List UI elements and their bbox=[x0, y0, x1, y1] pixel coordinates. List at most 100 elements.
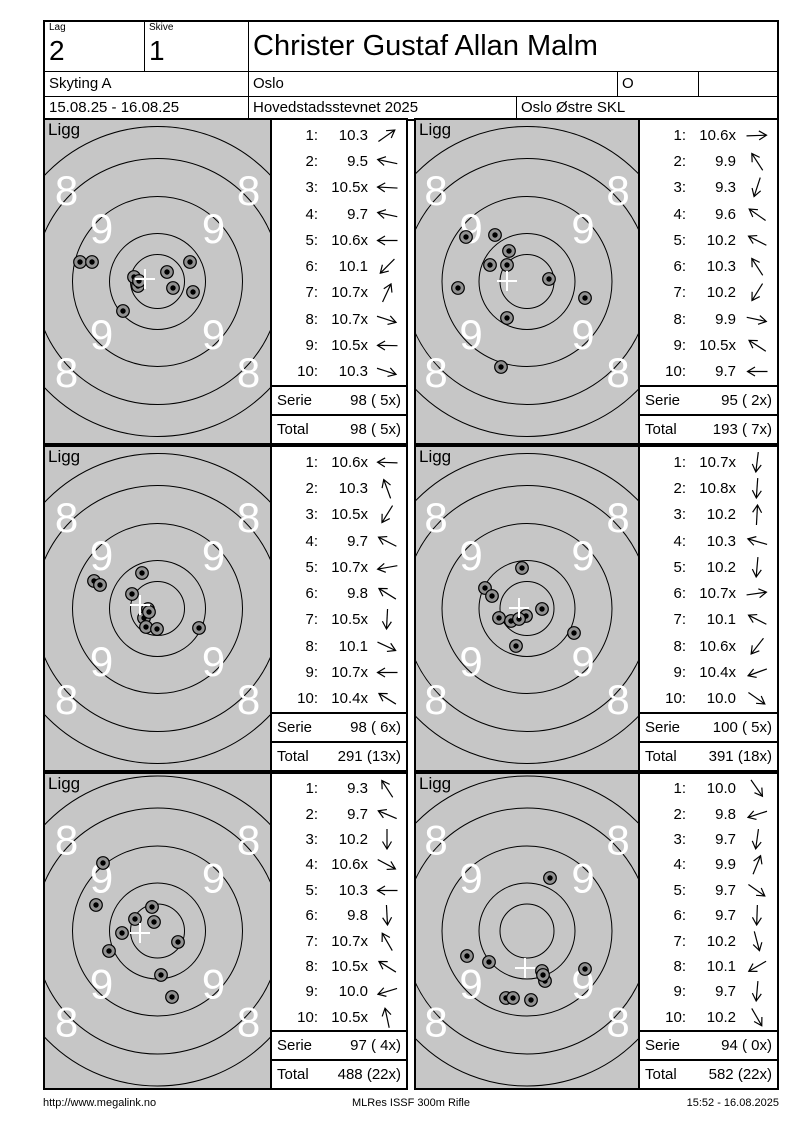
shot-arrow-cell bbox=[368, 639, 406, 654]
shot-number: 8: bbox=[305, 637, 318, 655]
shot-arrow-cell bbox=[736, 504, 777, 526]
shot-direction-arrow bbox=[751, 905, 762, 927]
shot-number: 3: bbox=[305, 179, 318, 197]
shot-row: 4: 10.3 bbox=[640, 528, 777, 554]
shot-direction-arrow bbox=[381, 505, 394, 524]
total-row: Total 98 ( 5x) bbox=[272, 414, 406, 443]
shot-direction-arrow bbox=[377, 960, 397, 973]
skive-value: 1 bbox=[149, 35, 165, 66]
serie-label: Serie bbox=[645, 392, 681, 409]
shot-value: 10.5x bbox=[331, 958, 368, 976]
shot-value: 10.6x bbox=[699, 126, 736, 144]
shot-direction-arrow bbox=[746, 810, 767, 820]
shot-number: 5: bbox=[305, 558, 318, 576]
shot-row: 9: 10.0 bbox=[272, 979, 406, 1004]
shot-row: 9: 10.5x bbox=[640, 332, 777, 358]
total-row: Total 488 (22x) bbox=[272, 1059, 406, 1088]
shot-arrow-cell bbox=[368, 829, 406, 851]
shot-row: 6: 10.7x bbox=[640, 580, 777, 606]
shot-direction-arrow bbox=[746, 535, 767, 546]
svg-text:9: 9 bbox=[571, 532, 594, 579]
shot-number: 3: bbox=[305, 831, 318, 849]
shot-direction-arrow bbox=[381, 829, 393, 851]
shot-number: 5: bbox=[673, 558, 686, 576]
shot-number: 4: bbox=[305, 532, 318, 550]
shot-row: 10: 10.2 bbox=[640, 1005, 777, 1030]
shot-arrow-cell bbox=[736, 883, 777, 898]
serie-value: 95 ( 2x) bbox=[721, 392, 772, 409]
total-value: 391 (18x) bbox=[708, 748, 772, 765]
shot-arrow-cell bbox=[368, 207, 406, 222]
shot-arrow-cell bbox=[736, 207, 777, 222]
total-value: 291 (13x) bbox=[337, 748, 401, 765]
shot-direction-arrow bbox=[377, 535, 397, 547]
shot-number: 10: bbox=[665, 1008, 686, 1026]
footer-program: MLRes ISSF 300m Rifle bbox=[352, 1097, 470, 1109]
total-row: Total 582 (22x) bbox=[640, 1059, 777, 1088]
svg-text:8: 8 bbox=[606, 167, 629, 214]
shot-table: 1: 9.3 2: 9.7 3: 10.2 4: 10.6x 5: 10.3 6: 9.8 7: 10.7… bbox=[272, 774, 406, 1088]
shot-row: 3: 9.7 bbox=[640, 827, 777, 852]
shot-row: 10: 10.0 bbox=[640, 686, 777, 712]
svg-text:8: 8 bbox=[424, 676, 447, 723]
shot-direction-arrow bbox=[381, 478, 392, 499]
shot-row: 2: 9.7 bbox=[272, 801, 406, 826]
shot-value: 10.4x bbox=[699, 664, 736, 682]
svg-text:9: 9 bbox=[459, 532, 482, 579]
shot-value: 9.7 bbox=[347, 805, 368, 823]
shot-direction-arrow bbox=[747, 883, 766, 897]
shot-value: 10.6x bbox=[331, 231, 368, 249]
shot-direction-arrow bbox=[747, 960, 766, 973]
shot-direction-arrow bbox=[746, 234, 767, 246]
shot-number: 2: bbox=[673, 152, 686, 170]
shot-value: 10.6x bbox=[331, 856, 368, 874]
empty-cell bbox=[699, 72, 777, 97]
shot-number: 2: bbox=[305, 479, 318, 497]
shot-direction-arrow bbox=[381, 779, 394, 798]
total-label: Total bbox=[645, 1066, 677, 1083]
target-plot: 8 9 8 9 8 9 8 9 Ligg bbox=[416, 774, 640, 1088]
report-header: Lag 2 Skive 1 Christer Gustaf Allan Malm… bbox=[43, 20, 779, 121]
position-label: Ligg bbox=[419, 120, 452, 139]
shot-arrow-cell bbox=[368, 905, 406, 927]
shot-value: 9.7 bbox=[715, 831, 736, 849]
shot-arrow-cell bbox=[368, 883, 406, 898]
shot-row: 2: 9.8 bbox=[640, 801, 777, 826]
shot-row: 1: 10.6x bbox=[272, 449, 406, 475]
shot-value: 10.1 bbox=[338, 258, 368, 276]
shot-value: 9.7 bbox=[715, 363, 736, 381]
serie-value: 97 ( 4x) bbox=[350, 1037, 401, 1054]
class: O bbox=[618, 72, 699, 97]
shot-arrow-cell bbox=[368, 534, 406, 549]
skive-label: Skive bbox=[149, 22, 174, 33]
shot-arrow-cell bbox=[736, 312, 777, 327]
shot-number: 8: bbox=[673, 310, 686, 328]
shot-arrow-cell bbox=[736, 477, 777, 500]
shot-number: 8: bbox=[305, 958, 318, 976]
shot-arrow-cell bbox=[736, 152, 777, 171]
total-label: Total bbox=[645, 748, 677, 765]
shot-arrow-cell bbox=[736, 338, 777, 353]
svg-text:9: 9 bbox=[459, 311, 482, 358]
svg-text:9: 9 bbox=[459, 638, 482, 685]
serie-value: 100 ( 5x) bbox=[712, 719, 772, 736]
shot-arrow-cell bbox=[368, 779, 406, 798]
svg-text:8: 8 bbox=[55, 817, 78, 864]
position-label: Ligg bbox=[48, 120, 81, 139]
total-value: 582 (22x) bbox=[708, 1066, 772, 1083]
shot-value: 10.7x bbox=[331, 932, 368, 950]
position-label: Ligg bbox=[48, 774, 81, 793]
svg-text:9: 9 bbox=[202, 961, 225, 1008]
shot-number: 1: bbox=[305, 126, 318, 144]
shot-arrow-cell bbox=[368, 1006, 406, 1028]
shot-number: 3: bbox=[305, 506, 318, 524]
shot-arrow-cell bbox=[368, 984, 406, 999]
shot-value: 9.7 bbox=[347, 532, 368, 550]
target-panel: 8 9 8 9 8 9 8 9 Ligg 1: 10.3 2: 9.5 3: 10.5x 4: 9.7 5: 10.… bbox=[43, 118, 408, 445]
svg-text:8: 8 bbox=[424, 167, 447, 214]
total-row: Total 291 (13x) bbox=[272, 741, 406, 770]
svg-text:8: 8 bbox=[424, 817, 447, 864]
shot-direction-arrow bbox=[750, 1007, 762, 1027]
shot-value: 10.7x bbox=[699, 453, 736, 471]
